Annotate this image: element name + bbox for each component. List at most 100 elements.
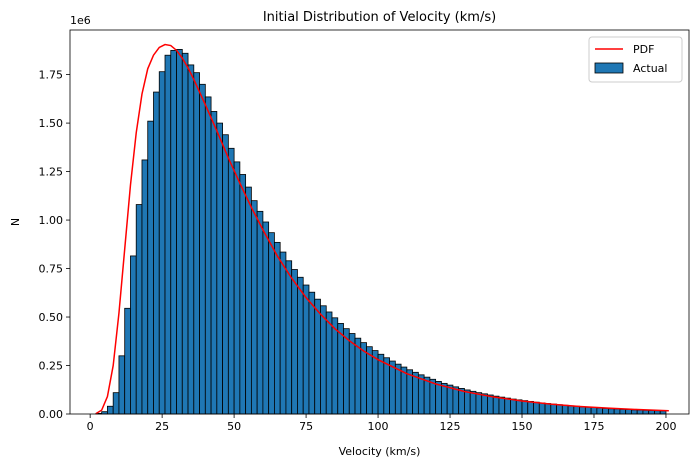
histogram-bar [331, 317, 339, 415]
histogram-bar [112, 392, 120, 415]
histogram-bar [141, 159, 149, 415]
histogram-bar [233, 161, 241, 415]
y-axis-scale-label: 1e6 [70, 14, 91, 27]
histogram-bar [481, 393, 488, 415]
histogram-bar [274, 241, 281, 415]
histogram-bar [498, 396, 506, 415]
histogram-bar [613, 408, 621, 415]
x-axis-label: Velocity (km/s) [339, 445, 421, 458]
histogram-bar [573, 405, 580, 415]
histogram-bar [291, 269, 298, 415]
histogram-bar [118, 355, 126, 415]
histogram-bar [383, 357, 390, 415]
x-tick-label: 0 [87, 420, 94, 433]
x-tick-label: 75 [299, 420, 313, 433]
histogram-bar [567, 405, 575, 415]
histogram-bar [406, 369, 414, 415]
histogram-bar [181, 52, 189, 415]
plot-area-frame [69, 29, 690, 415]
histogram-bar [135, 204, 143, 415]
histogram-bar [475, 392, 483, 415]
histogram-bar [659, 410, 667, 415]
histogram-bar [222, 134, 229, 415]
histogram-bar [250, 200, 258, 415]
histogram-bar [308, 291, 316, 415]
histogram-bar [504, 397, 511, 415]
histogram-bar [279, 251, 287, 415]
histogram-bar [631, 409, 638, 415]
y-tick-label: 0.75 [39, 263, 64, 276]
histogram-bar [107, 405, 114, 415]
histogram-bar [193, 72, 200, 415]
histogram-bar [607, 408, 615, 415]
histogram-bar [268, 232, 275, 415]
x-tick-label: 100 [368, 420, 389, 433]
x-tick-label: 50 [227, 420, 241, 433]
histogram-bar [417, 374, 425, 415]
histogram-bar [227, 147, 235, 415]
histogram-bar [337, 323, 344, 415]
histogram-bar [412, 371, 419, 415]
histogram-bars [95, 48, 667, 415]
histogram-bar [176, 48, 183, 415]
x-tick-label: 125 [440, 420, 461, 433]
y-tick-label: 1.00 [39, 214, 64, 227]
histogram-bar [596, 407, 604, 415]
x-tick-label: 175 [583, 420, 604, 433]
pdf-curve-layer [95, 43, 669, 415]
y-tick-label: 0.00 [39, 408, 64, 421]
histogram-bar [394, 363, 402, 415]
histogram-bar [538, 402, 546, 415]
histogram-bar [452, 386, 460, 415]
histogram-bar [469, 390, 477, 415]
histogram-bar [429, 378, 437, 415]
histogram-bar [285, 260, 293, 415]
y-axis-label: N [9, 218, 22, 226]
histogram-bar [636, 409, 644, 415]
histogram-bar [446, 384, 454, 415]
histogram-bar [510, 398, 517, 415]
legend-actual-label: Actual [633, 62, 667, 75]
histogram-bar [325, 311, 333, 415]
histogram-bar [204, 96, 212, 415]
histogram-bar [348, 333, 356, 415]
histogram-bar [579, 406, 586, 415]
histogram-bar [187, 64, 195, 415]
histogram-bar [590, 407, 598, 415]
histogram-bar [389, 360, 396, 415]
histogram-bar [343, 328, 350, 415]
x-tick-label: 25 [155, 420, 169, 433]
histogram-bar [210, 111, 218, 415]
histogram-bar [492, 395, 500, 415]
histogram-bar [124, 307, 131, 415]
histogram-bar [256, 210, 264, 415]
histogram-bar [153, 91, 160, 415]
histogram-bar [297, 276, 304, 415]
histogram-bar [320, 305, 327, 415]
histogram-bar [158, 71, 166, 415]
x-tick-label: 200 [655, 420, 676, 433]
histogram-bar [533, 401, 540, 415]
histogram-bar [216, 122, 223, 415]
histogram-bar [147, 120, 154, 415]
histogram-bar [527, 400, 534, 415]
histogram-bar [458, 387, 465, 415]
histogram-bar [170, 49, 177, 415]
histogram-bar [377, 353, 385, 415]
histogram-bar [366, 346, 373, 415]
histogram-bar [400, 366, 408, 415]
y-tick-label: 1.25 [39, 166, 64, 179]
histogram-bar [521, 400, 529, 415]
y-tick-label: 0.50 [39, 311, 64, 324]
histogram-bar [130, 255, 137, 415]
histogram-bar [654, 410, 661, 415]
histogram-bar [584, 406, 592, 415]
histogram-bar [550, 403, 557, 415]
x-tick-label: 150 [512, 420, 533, 433]
histogram-bar [648, 410, 655, 415]
chart-title: Initial Distribution of Velocity (km/s) [263, 10, 496, 25]
histogram-bar [423, 376, 431, 415]
y-axis-ticks: 0.00 0.25 0.50 0.75 1.00 1.25 1.50 1.75 [39, 69, 70, 421]
y-tick-label: 1.50 [39, 117, 64, 130]
